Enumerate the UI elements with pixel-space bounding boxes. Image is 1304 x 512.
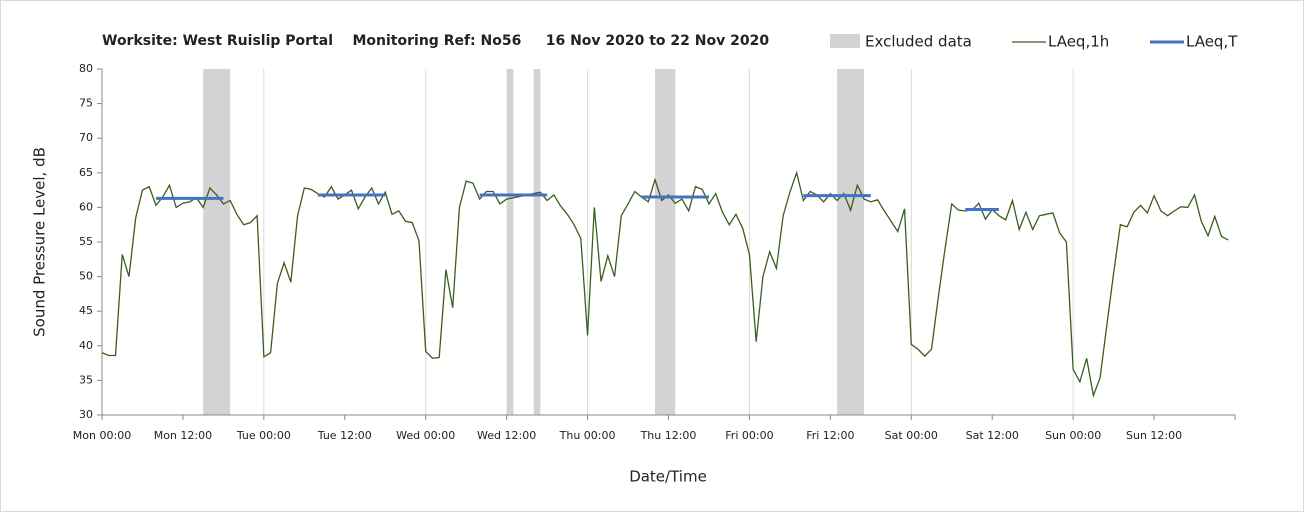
y-tick-label: 65 <box>79 166 93 179</box>
legend-label: Excluded data <box>865 33 972 51</box>
x-tick-label: Sat 12:00 <box>966 429 1019 442</box>
x-tick-label: Tue 00:00 <box>236 429 291 442</box>
y-tick-label: 55 <box>79 235 93 248</box>
x-tick-label: Fri 12:00 <box>806 429 854 442</box>
y-tick-label: 35 <box>79 373 93 386</box>
chart-title: Worksite: West Ruislip Portal Monitoring… <box>102 33 769 49</box>
excluded-band <box>533 69 541 415</box>
x-tick-label: Thu 12:00 <box>640 429 697 442</box>
y-tick-label: 40 <box>79 339 93 352</box>
legend-label: LAeq,1h <box>1048 33 1109 51</box>
y-tick-label: 60 <box>79 200 93 213</box>
y-tick-label: 75 <box>79 97 93 110</box>
y-tick-label: 50 <box>79 270 93 283</box>
y-tick-label: 70 <box>79 131 93 144</box>
x-axis-title: Date/Time <box>629 468 707 486</box>
y-tick-label: 80 <box>79 62 93 75</box>
legend-label: LAeq,T <box>1186 33 1238 51</box>
x-tick-label: Sun 12:00 <box>1126 429 1182 442</box>
excluded-band <box>837 69 865 415</box>
excluded-band <box>655 69 676 415</box>
legend-swatch <box>830 34 860 48</box>
x-tick-label: Fri 00:00 <box>725 429 773 442</box>
x-tick-label: Thu 00:00 <box>559 429 616 442</box>
x-tick-label: Mon 00:00 <box>73 429 131 442</box>
x-tick-label: Sun 00:00 <box>1045 429 1101 442</box>
excluded-band <box>506 69 514 415</box>
y-axis-title: Sound Pressure Level, dB <box>31 147 49 337</box>
y-tick-label: 30 <box>79 408 93 421</box>
excluded-band <box>203 69 231 415</box>
x-tick-label: Sat 00:00 <box>885 429 938 442</box>
x-tick-label: Tue 12:00 <box>317 429 372 442</box>
x-tick-label: Wed 12:00 <box>477 429 536 442</box>
x-tick-label: Mon 12:00 <box>154 429 212 442</box>
x-tick-label: Wed 00:00 <box>396 429 455 442</box>
y-tick-label: 45 <box>79 304 93 317</box>
